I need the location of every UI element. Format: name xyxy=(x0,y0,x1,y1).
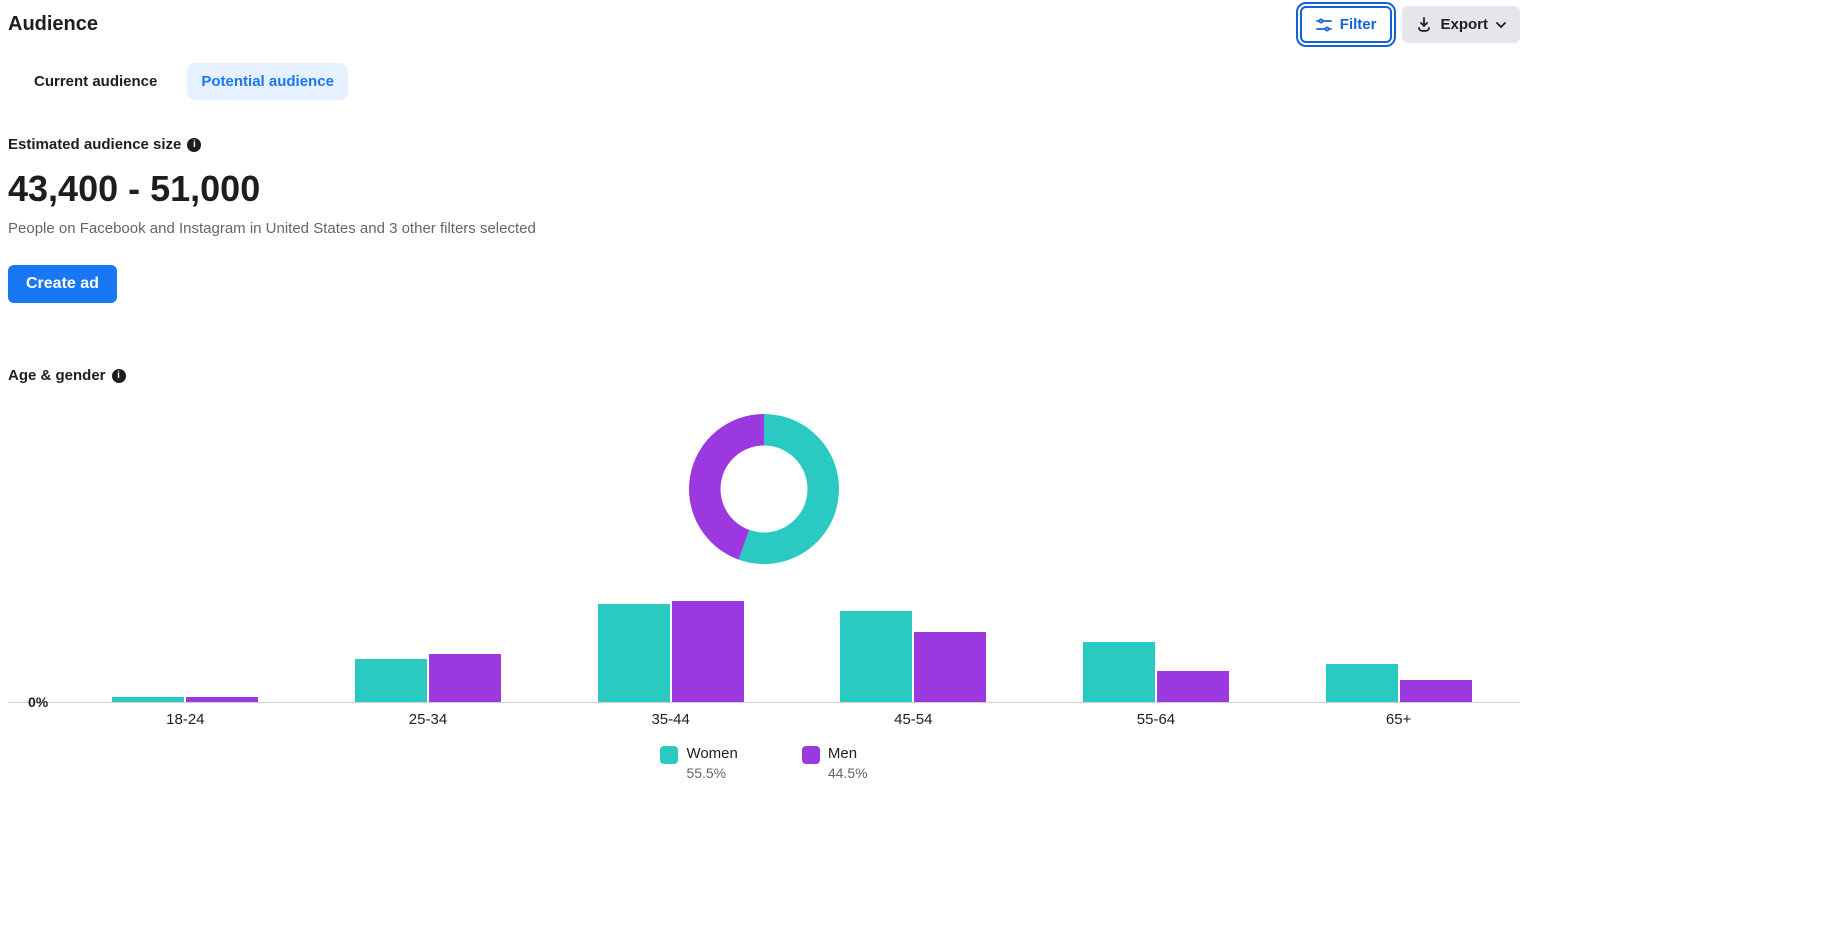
x-axis: 18-24 25-34 35-44 45-54 55-64 65+ xyxy=(8,711,1520,728)
bar xyxy=(186,697,258,702)
filter-button-label: Filter xyxy=(1340,16,1377,33)
filter-icon xyxy=(1316,17,1332,33)
chevron-down-icon xyxy=(1496,20,1506,30)
donut-svg xyxy=(688,413,840,565)
estimated-audience-section: Estimated audience size i 43,400 - 51,00… xyxy=(8,136,1520,303)
donut-chart xyxy=(8,413,1520,565)
bar xyxy=(355,659,427,702)
legend-swatch xyxy=(660,746,678,764)
legend-percent: 44.5% xyxy=(828,764,868,782)
bar-group xyxy=(355,654,501,702)
bar xyxy=(672,601,744,702)
y-axis-tick-label: 0% xyxy=(28,694,48,710)
tab-current-audience[interactable]: Current audience xyxy=(20,63,171,100)
export-button[interactable]: Export xyxy=(1402,6,1520,43)
bar-group xyxy=(598,601,744,702)
create-ad-button[interactable]: Create ad xyxy=(8,265,117,303)
bar xyxy=(1083,642,1155,702)
estimated-audience-label: Estimated audience size i xyxy=(8,136,201,153)
bar-group xyxy=(1083,642,1229,702)
label-text: Estimated audience size xyxy=(8,136,181,153)
bar xyxy=(1157,671,1229,702)
create-ad-label: Create ad xyxy=(26,275,99,293)
x-axis-label: 55-64 xyxy=(1081,711,1231,728)
tab-label: Current audience xyxy=(34,73,157,90)
bar xyxy=(598,604,670,702)
legend-swatch xyxy=(802,746,820,764)
tabs: Current audience Potential audience xyxy=(8,63,1520,100)
tab-potential-audience[interactable]: Potential audience xyxy=(187,63,348,100)
legend-item-women: Women 55.5% xyxy=(660,744,737,782)
bar xyxy=(914,632,986,702)
bar xyxy=(1400,680,1472,702)
bar xyxy=(1326,664,1398,702)
export-button-label: Export xyxy=(1440,16,1488,33)
bar-group xyxy=(1326,664,1472,702)
legend-text: Men 44.5% xyxy=(828,744,868,782)
x-axis-label: 25-34 xyxy=(353,711,503,728)
x-axis-label: 65+ xyxy=(1324,711,1474,728)
bar xyxy=(112,697,184,702)
age-gender-label: Age & gender i xyxy=(8,367,126,384)
bar-group xyxy=(112,697,258,702)
estimated-audience-description: People on Facebook and Instagram in Unit… xyxy=(8,220,1520,237)
legend-item-men: Men 44.5% xyxy=(802,744,868,782)
bar-groups xyxy=(64,583,1520,702)
legend-text: Women 55.5% xyxy=(686,744,737,782)
filter-button[interactable]: Filter xyxy=(1300,6,1393,43)
header: Audience Filter Export xyxy=(8,6,1520,43)
x-axis-labels: 18-24 25-34 35-44 45-54 55-64 65+ xyxy=(64,711,1520,728)
download-icon xyxy=(1416,17,1432,33)
legend-label: Men xyxy=(828,744,868,764)
x-axis-label: 35-44 xyxy=(596,711,746,728)
chart-legend: Women 55.5% Men 44.5% xyxy=(8,744,1520,782)
info-icon[interactable]: i xyxy=(112,369,126,383)
header-actions: Filter Export xyxy=(1300,6,1520,43)
x-axis-label: 45-54 xyxy=(838,711,988,728)
age-gender-section: Age & gender i 0% 18-24 25-34 35-44 45-54 55… xyxy=(8,367,1520,782)
legend-label: Women xyxy=(686,744,737,764)
bar-group xyxy=(840,611,986,702)
chart-area: 0% 18-24 25-34 35-44 45-54 55-64 65+ Women 55… xyxy=(8,413,1520,782)
estimated-audience-value: 43,400 - 51,000 xyxy=(8,168,1520,210)
page-title: Audience xyxy=(8,13,98,36)
bar xyxy=(429,654,501,702)
legend-percent: 55.5% xyxy=(686,764,737,782)
info-icon[interactable]: i xyxy=(187,138,201,152)
bar-chart: 0% xyxy=(8,583,1520,703)
x-axis-label: 18-24 xyxy=(110,711,260,728)
label-text: Age & gender xyxy=(8,367,106,384)
tab-label: Potential audience xyxy=(201,73,334,90)
bar xyxy=(840,611,912,702)
